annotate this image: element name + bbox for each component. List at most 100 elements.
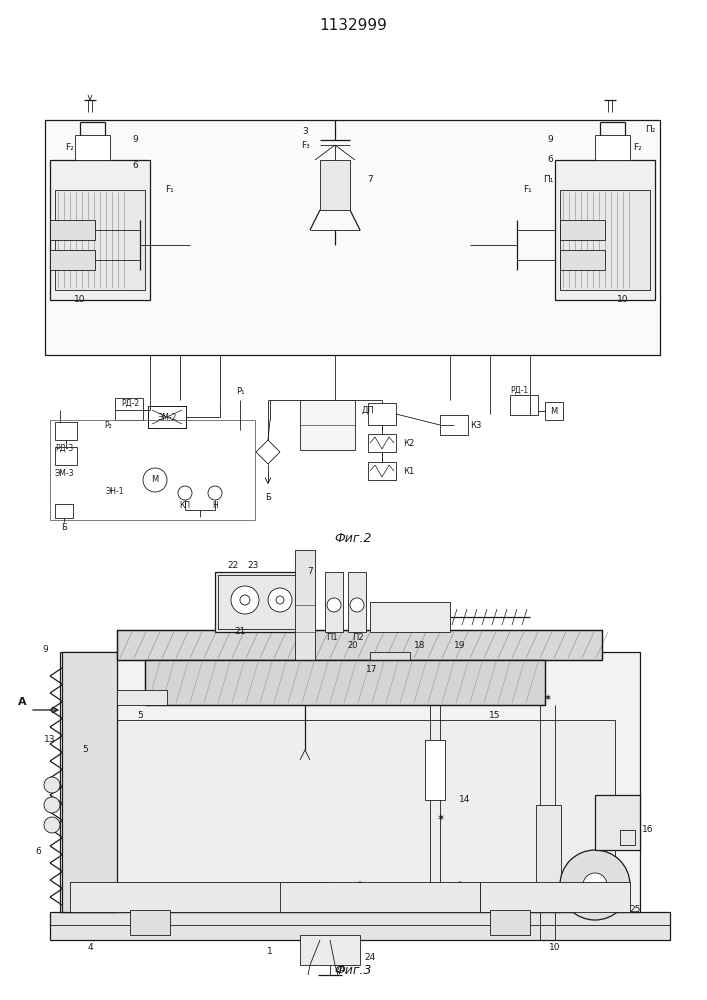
Text: РД-3: РД-3 xyxy=(55,444,74,452)
Text: F₂: F₂ xyxy=(66,143,74,152)
Bar xyxy=(145,660,545,705)
Bar xyxy=(130,910,170,935)
Bar xyxy=(490,910,530,935)
Circle shape xyxy=(231,586,259,614)
Text: 19: 19 xyxy=(455,641,466,650)
Bar xyxy=(560,250,605,270)
Text: 9: 9 xyxy=(42,646,48,654)
Text: 22: 22 xyxy=(228,560,239,570)
Bar xyxy=(145,660,545,705)
Bar xyxy=(545,402,563,420)
Bar xyxy=(510,395,538,415)
Text: 6: 6 xyxy=(35,848,41,856)
Text: КП: КП xyxy=(180,500,191,510)
Text: 21: 21 xyxy=(234,628,246,637)
Bar xyxy=(45,120,660,355)
Bar xyxy=(75,720,615,900)
Text: П₂: П₂ xyxy=(645,125,655,134)
Text: М: М xyxy=(550,406,558,416)
Circle shape xyxy=(44,777,60,793)
Text: 7: 7 xyxy=(367,176,373,184)
Text: F₃: F₃ xyxy=(300,140,310,149)
Text: К2: К2 xyxy=(403,438,414,448)
Text: 10: 10 xyxy=(617,296,629,304)
Text: ЭН-1: ЭН-1 xyxy=(106,488,124,496)
Bar xyxy=(370,602,450,632)
Text: P₁: P₁ xyxy=(235,387,244,396)
Text: 24: 24 xyxy=(334,966,346,974)
Text: 1: 1 xyxy=(267,948,273,956)
Bar xyxy=(50,420,255,520)
Text: Б: Б xyxy=(265,492,271,502)
Text: П2: П2 xyxy=(352,634,364,643)
Text: Фиг.3: Фиг.3 xyxy=(334,964,372,976)
Bar xyxy=(536,805,561,885)
Bar xyxy=(370,652,410,667)
Text: 10: 10 xyxy=(549,944,561,952)
Text: ЭМ-3: ЭМ-3 xyxy=(55,468,74,478)
Text: M: M xyxy=(151,476,158,485)
Bar xyxy=(148,406,186,428)
Text: 6: 6 xyxy=(132,160,138,169)
Text: 23: 23 xyxy=(247,560,259,570)
Bar xyxy=(50,912,670,940)
Bar xyxy=(117,690,167,705)
Bar xyxy=(50,160,150,300)
Bar xyxy=(560,190,650,290)
Bar xyxy=(117,630,602,660)
Circle shape xyxy=(268,588,292,612)
Bar xyxy=(368,462,396,480)
Bar xyxy=(280,882,480,912)
Bar xyxy=(348,572,366,632)
Text: 17: 17 xyxy=(366,666,378,674)
Bar xyxy=(295,550,315,660)
Bar xyxy=(560,220,605,240)
Text: F₁: F₁ xyxy=(522,186,532,194)
Text: 9: 9 xyxy=(547,135,553,144)
Circle shape xyxy=(327,598,341,612)
Text: РД-2: РД-2 xyxy=(121,398,139,408)
Text: 5: 5 xyxy=(82,746,88,754)
Bar xyxy=(300,935,360,965)
Text: 1132999: 1132999 xyxy=(319,17,387,32)
Text: 3: 3 xyxy=(302,127,308,136)
Text: ЭМ-2: ЭМ-2 xyxy=(158,412,177,422)
Bar xyxy=(368,403,396,425)
Text: ✶: ✶ xyxy=(543,693,551,703)
Bar xyxy=(60,652,640,912)
Text: P₂: P₂ xyxy=(104,420,112,430)
Text: К1: К1 xyxy=(403,466,414,476)
Bar xyxy=(55,504,73,518)
Bar xyxy=(62,652,117,912)
Bar xyxy=(218,575,302,629)
Text: 13: 13 xyxy=(45,736,56,744)
Bar xyxy=(325,572,343,632)
Bar xyxy=(55,447,77,465)
Text: 15: 15 xyxy=(489,710,501,720)
Text: РД-1: РД-1 xyxy=(510,385,528,394)
Text: F₁: F₁ xyxy=(165,186,175,194)
Circle shape xyxy=(457,882,463,888)
Text: 4: 4 xyxy=(87,944,93,952)
Circle shape xyxy=(583,873,607,897)
Text: 14: 14 xyxy=(460,796,471,804)
Text: 10: 10 xyxy=(74,296,86,304)
Text: 16: 16 xyxy=(642,826,654,834)
Text: П₁: П₁ xyxy=(543,176,553,184)
Bar xyxy=(55,422,77,440)
Text: 20: 20 xyxy=(348,641,358,650)
Text: Н: Н xyxy=(212,500,218,510)
Text: 25: 25 xyxy=(629,906,641,914)
Bar xyxy=(300,400,355,450)
Text: А: А xyxy=(18,697,26,707)
Circle shape xyxy=(350,598,364,612)
Bar xyxy=(555,160,655,300)
Text: F₂: F₂ xyxy=(633,143,641,152)
Bar xyxy=(115,398,143,420)
Bar xyxy=(50,220,95,240)
Bar xyxy=(425,740,445,800)
Circle shape xyxy=(357,882,363,888)
Text: 6: 6 xyxy=(547,155,553,164)
Text: Б: Б xyxy=(61,522,67,532)
Bar xyxy=(620,830,635,845)
